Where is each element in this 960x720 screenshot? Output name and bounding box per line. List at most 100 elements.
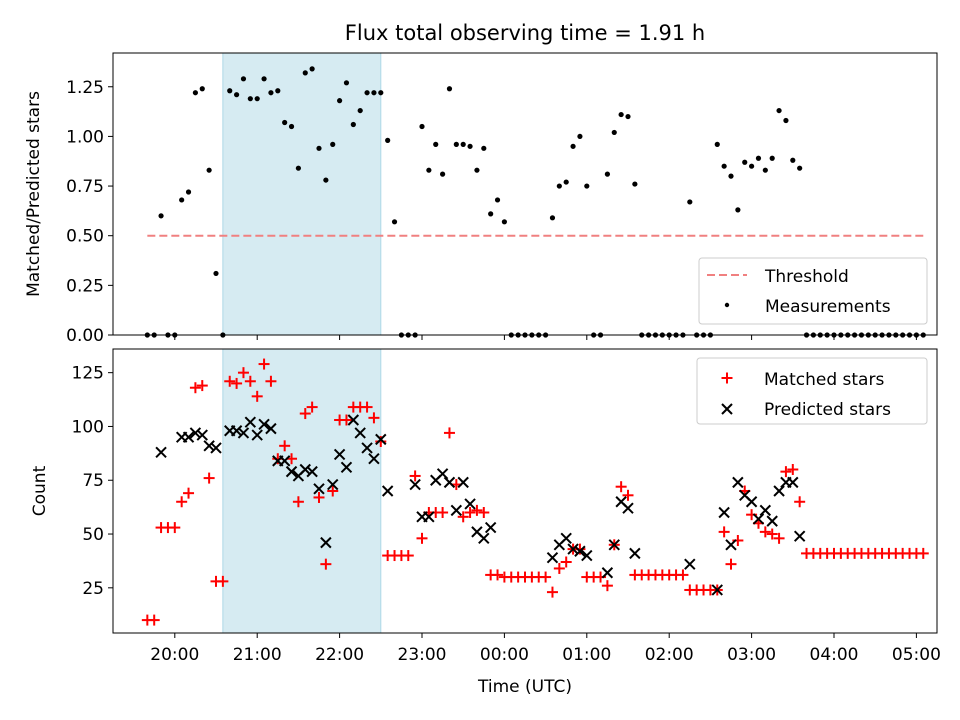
matched-star-point bbox=[368, 412, 380, 424]
matched-star-point bbox=[231, 377, 243, 389]
predicted-star-point bbox=[608, 539, 620, 551]
matched-star-point bbox=[725, 558, 737, 570]
predicted-star-point bbox=[251, 429, 263, 441]
top-y-tick-label: 1.25 bbox=[66, 78, 104, 98]
x-tick-label: 01:00 bbox=[562, 645, 611, 665]
measurement-point bbox=[343, 80, 350, 86]
measurement-point bbox=[330, 141, 336, 147]
predicted-star-point bbox=[793, 530, 806, 542]
measurement-point bbox=[316, 145, 322, 151]
matched-star-point bbox=[471, 504, 483, 516]
matched-star-point bbox=[787, 463, 799, 475]
top-y-tick-label: 0.00 bbox=[66, 326, 104, 346]
matched-star-point bbox=[244, 375, 256, 387]
predicted-star-point bbox=[320, 536, 332, 549]
measurement-point bbox=[494, 197, 501, 203]
x-axis-label: Time (UTC) bbox=[477, 677, 572, 697]
matched-star-point bbox=[183, 487, 195, 499]
x-tick-label: 21:00 bbox=[233, 645, 282, 665]
matched-star-point bbox=[437, 507, 449, 519]
threshold-legend-label: Threshold bbox=[764, 267, 849, 287]
measurement-point bbox=[453, 141, 459, 147]
matched-star-point bbox=[196, 380, 208, 392]
matched-star-point bbox=[361, 401, 373, 413]
predicted-star-point bbox=[478, 532, 490, 545]
measurement-point bbox=[687, 199, 693, 205]
measurement-point bbox=[206, 167, 212, 173]
matched-legend-swatch bbox=[721, 372, 733, 384]
matched-star-point bbox=[780, 466, 792, 478]
top-y-tick-label: 0.50 bbox=[66, 227, 104, 247]
bottom-legend-frame bbox=[696, 357, 928, 425]
measurement-point bbox=[604, 171, 611, 177]
predicted-star-point bbox=[684, 558, 696, 570]
matched-star-point bbox=[464, 507, 476, 519]
measurement-point bbox=[549, 215, 556, 221]
measurement-point bbox=[625, 113, 631, 120]
bottom-axes-frame bbox=[112, 348, 938, 634]
predicted-legend-swatch bbox=[721, 403, 733, 415]
matched-star-point bbox=[443, 427, 455, 439]
measurement-point bbox=[460, 141, 466, 147]
predicted-star-point bbox=[381, 485, 394, 497]
measurement-point bbox=[199, 86, 205, 92]
predicted-star-point bbox=[347, 414, 360, 426]
predicted-star-point bbox=[327, 478, 339, 491]
matched-star-point bbox=[457, 511, 469, 523]
predicted-star-point bbox=[560, 532, 572, 545]
predicted-star-point bbox=[375, 433, 387, 446]
measurement-point bbox=[240, 76, 247, 82]
predicted-star-point bbox=[423, 511, 435, 523]
measurement-point bbox=[577, 133, 583, 140]
measurement-point bbox=[337, 98, 343, 104]
matched-star-point bbox=[292, 496, 304, 508]
predicted-star-point bbox=[361, 442, 373, 454]
measurements-legend-label: Measurements bbox=[765, 297, 891, 317]
measurement-point bbox=[357, 107, 363, 114]
measurement-point bbox=[185, 189, 192, 195]
measurement-point bbox=[282, 119, 288, 126]
matched-star-point bbox=[237, 367, 249, 379]
matched-star-point bbox=[553, 562, 565, 574]
matched-star-point bbox=[622, 489, 634, 501]
measurement-point bbox=[309, 66, 315, 72]
predicted-star-point bbox=[285, 465, 298, 478]
matched-star-point bbox=[540, 571, 552, 583]
measurement-point bbox=[749, 163, 755, 169]
measurement-point bbox=[433, 141, 439, 147]
measurement-point bbox=[295, 165, 301, 171]
x-axis-ticks: 20:00 21:00 22:00 23:00 00:00 01:00 02:00 03:00… bbox=[150, 335, 941, 665]
predicted-star-point bbox=[354, 427, 366, 439]
predicted-star-point bbox=[409, 478, 421, 491]
measurement-point bbox=[570, 143, 576, 149]
x-tick-label: 20:00 bbox=[150, 645, 199, 665]
predicted-star-point bbox=[546, 551, 559, 564]
bottom-y-tick-label: 75 bbox=[82, 471, 104, 491]
predicted-star-point bbox=[230, 425, 243, 437]
matched-star-point bbox=[402, 550, 414, 562]
predicted-star-point bbox=[196, 429, 208, 441]
matched-star-point bbox=[258, 358, 270, 370]
predicted-stars-points bbox=[155, 414, 806, 596]
matched-star-point bbox=[265, 375, 277, 387]
matched-star-point bbox=[560, 556, 572, 568]
measurement-point bbox=[474, 167, 480, 173]
chart-title: Flux total observing time = 1.91 h bbox=[345, 21, 705, 45]
predicted-star-point bbox=[773, 485, 785, 497]
measurement-point bbox=[797, 165, 803, 171]
predicted-star-point bbox=[759, 504, 772, 517]
measurement-point bbox=[254, 96, 260, 102]
matched-star-point bbox=[492, 569, 504, 581]
matched-legend-label: Matched stars bbox=[764, 370, 884, 390]
predicted-star-point bbox=[203, 440, 215, 452]
predicted-star-point bbox=[601, 567, 614, 579]
predicted-star-point bbox=[484, 521, 497, 534]
measurement-point bbox=[323, 177, 329, 183]
matched-star-point bbox=[203, 472, 215, 484]
measurement-point bbox=[275, 88, 281, 94]
measurement-point bbox=[735, 207, 741, 213]
measurement-point bbox=[378, 90, 384, 96]
predicted-star-point bbox=[244, 416, 257, 428]
ratio-panel: 0.00 0.25 0.50 0.75 1.00 1.25 Matched/Predict… bbox=[24, 52, 938, 346]
